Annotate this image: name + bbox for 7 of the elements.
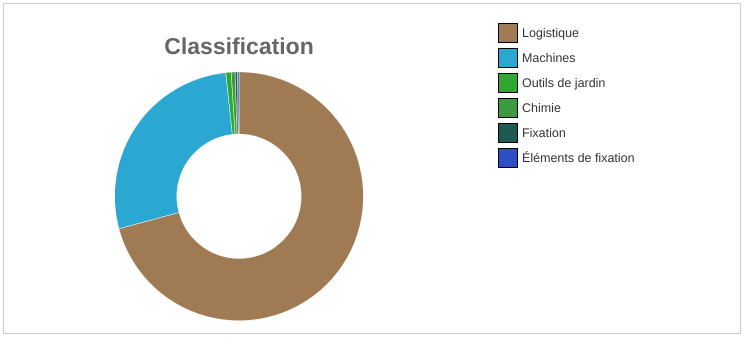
legend-label: Machines: [522, 50, 576, 64]
legend-label: Éléments de fixation: [522, 150, 635, 164]
text: Classification: [164, 33, 314, 60]
legend-label: Fixation: [522, 126, 566, 140]
legend-label: Chimie: [522, 100, 561, 114]
legend-label: Logistique: [522, 26, 579, 40]
legend-label: Outils de jardin: [522, 76, 606, 90]
